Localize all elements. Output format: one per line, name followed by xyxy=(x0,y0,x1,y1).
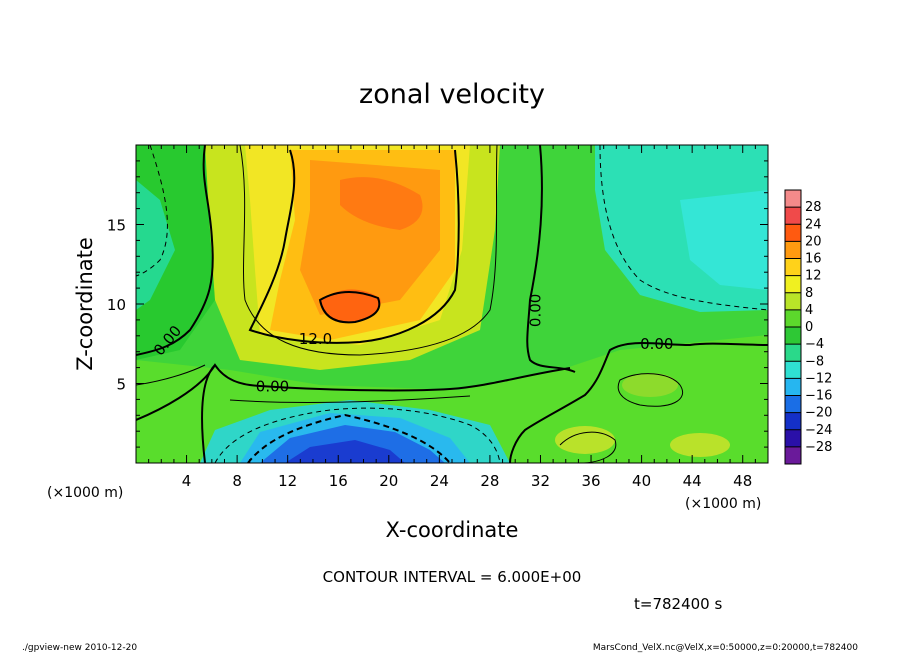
colorbar-label: −8 xyxy=(805,354,824,369)
colorbar-swatch xyxy=(785,344,801,362)
contour-zero-left xyxy=(136,145,214,356)
contour-label: 12.0 xyxy=(299,330,332,348)
colorbar-label: −28 xyxy=(805,440,832,455)
colorbar-label: 0 xyxy=(805,320,813,335)
x-tick-label: 4 xyxy=(182,472,192,490)
x-axis-label: X-coordinate xyxy=(386,518,519,542)
field-region-right-lightblue xyxy=(680,190,768,290)
contour-label: 0.00 xyxy=(526,294,544,327)
colorbar-label: 28 xyxy=(805,200,822,215)
colorbar-swatch xyxy=(785,412,801,431)
contour-zero-lower xyxy=(136,363,571,421)
contour-six-lower xyxy=(136,364,471,404)
contour-twelve xyxy=(248,149,460,344)
field-region-red-core xyxy=(320,289,381,323)
plot-area: 0.00 12.00.000.000.00 xyxy=(136,145,768,463)
contour-label: 0.00 xyxy=(256,378,289,396)
x-axis: 4 8 12 16 20 24 28 32 36 40 44 48 xyxy=(148,145,756,490)
contour-label-text: 0.00 xyxy=(256,378,289,396)
y-tick-label: 10 xyxy=(107,296,126,314)
colorbar-swatch xyxy=(785,292,801,311)
colorbar-swatch xyxy=(785,446,801,465)
y-axis-label: Z-coordinate xyxy=(73,237,97,371)
field-patch-yellow-3 xyxy=(622,373,678,397)
x-tick-label: 40 xyxy=(632,472,651,490)
contour-label: 0.00 xyxy=(640,335,673,353)
x-tick-label: 28 xyxy=(480,472,499,490)
colorbar-label: −4 xyxy=(805,337,824,352)
chart-title: zonal velocity xyxy=(359,79,545,110)
contour-zero-mid xyxy=(526,145,576,373)
x-tick-label: 16 xyxy=(329,472,348,490)
x-tick-label: 32 xyxy=(531,472,550,490)
x-tick-label: 8 xyxy=(232,472,242,490)
colorbar-label: −24 xyxy=(805,423,832,438)
x-tick-label: 44 xyxy=(683,472,702,490)
contour-six xyxy=(239,145,498,356)
contour-neg-twelve-bottom xyxy=(247,413,451,463)
colorbar-swatch xyxy=(785,327,801,345)
y-tick-label: 15 xyxy=(107,217,126,235)
contour-neg-six-bottom xyxy=(214,407,501,463)
x-unit-left: (×1000 m) xyxy=(47,485,123,501)
colorbar-label: −20 xyxy=(805,406,832,421)
field-region-left-cyan xyxy=(136,180,175,310)
contour-labels: 0.00 12.00.000.000.00 xyxy=(150,294,674,396)
time-stamp: t=782400 s xyxy=(634,595,722,613)
colorbar-swatch xyxy=(785,190,801,208)
colorbar-swatch xyxy=(785,258,801,277)
x-tick-label: 36 xyxy=(581,472,600,490)
x-tick-label: 12 xyxy=(278,472,297,490)
contour-label-text: 0.00 xyxy=(640,335,673,353)
colorbar: 28 24 20 16 12 8 4 0 −4 −8 −12 −16 −20 −24 −28 xyxy=(784,189,832,465)
colorbar-label: 24 xyxy=(805,217,822,232)
colorbar-label: −12 xyxy=(805,371,832,386)
contour-interval-note: CONTOUR INTERVAL = 6.000E+00 xyxy=(323,568,582,586)
colorbar-swatch xyxy=(785,429,801,448)
field-patch-yellow-1 xyxy=(555,426,615,454)
field-region-bottom-deepblue xyxy=(285,440,405,463)
x-tick-label: 20 xyxy=(379,472,398,490)
colorbar-swatch xyxy=(785,224,801,242)
contour-neg-six-right xyxy=(599,145,768,311)
field-patch-yellow-2 xyxy=(670,433,730,457)
field-region-red-top xyxy=(340,177,423,230)
contour-label-text: 0.00 xyxy=(526,294,544,327)
colorbar-swatch xyxy=(785,395,801,414)
contour-zero-right xyxy=(509,342,768,463)
colorbar-label: −16 xyxy=(805,389,832,404)
colorbar-swatch xyxy=(785,309,801,328)
colorbar-swatch xyxy=(785,275,801,294)
y-tick-label: 5 xyxy=(116,376,126,394)
colorbar-swatch xyxy=(785,207,801,225)
contour-label-text: 12.0 xyxy=(299,330,332,348)
footer-left: ./gpview-new 2010-12-20 xyxy=(22,643,137,653)
contour-neg-six-left xyxy=(136,145,168,277)
colorbar-swatch xyxy=(785,241,801,259)
footer-right: MarsCond_VelX.nc@VelX,x=0:50000,z=0:2000… xyxy=(593,643,858,653)
y-axis: 5 10 15 xyxy=(107,160,768,448)
colorbar-label: 8 xyxy=(805,286,813,301)
contour-eighteen xyxy=(318,291,381,324)
colorbar-swatch xyxy=(785,361,801,379)
colorbar-label: 4 xyxy=(805,303,813,318)
colorbar-swatch xyxy=(785,378,801,396)
colorbar-label: 16 xyxy=(805,252,822,267)
x-unit-right: (×1000 m) xyxy=(685,496,761,512)
x-tick-label: 24 xyxy=(430,472,449,490)
colorbar-label: 20 xyxy=(805,234,822,249)
x-tick-label: 48 xyxy=(733,472,752,490)
colorbar-label: 12 xyxy=(805,269,822,284)
contour-zero-left-drop xyxy=(201,364,216,463)
contour-six-right xyxy=(559,373,683,463)
